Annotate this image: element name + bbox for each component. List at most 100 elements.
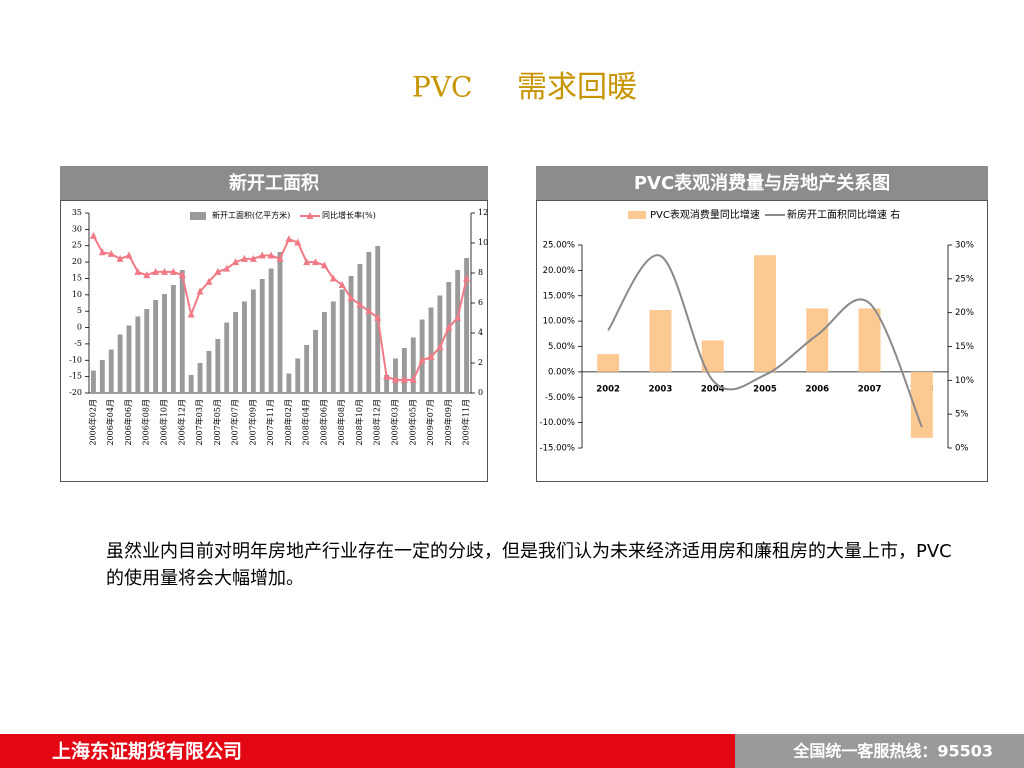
bar [401, 348, 407, 393]
x-tick-label: 2008年06月 [318, 399, 328, 446]
y-tick-label: 25 [72, 241, 82, 250]
legend-label: 新房开工面积同比增速 右 [787, 208, 900, 221]
y-tick-label: 35 [72, 208, 82, 217]
bar [455, 270, 461, 393]
bar [277, 252, 283, 393]
line-marker [347, 294, 355, 302]
bar [250, 289, 256, 393]
y-tick-label: -10.00% [540, 418, 575, 428]
x-tick-label: 2006年04月 [105, 399, 115, 446]
bar [649, 309, 672, 372]
title: 需求回暖 [517, 70, 637, 105]
y2-tick-label: 30% [955, 241, 974, 251]
bar [295, 358, 301, 393]
bar [330, 301, 336, 393]
y2-tick-label: 20% [955, 308, 974, 318]
line-marker [374, 313, 382, 321]
bar [858, 308, 881, 372]
x-tick-label: 2009年03月 [389, 399, 399, 446]
x-tick-label: 2009年09月 [443, 399, 453, 446]
chart-title: 新开工面积 [229, 172, 319, 194]
bar [206, 351, 212, 393]
line-marker [427, 353, 435, 360]
line-marker [178, 271, 186, 279]
x-tick-label: 2002 [596, 384, 620, 394]
y-tick-label: 20 [72, 257, 82, 266]
x-tick-label: 2008年10月 [354, 399, 364, 446]
bar [268, 268, 274, 393]
bar [806, 308, 829, 372]
bar [304, 345, 310, 393]
x-tick-label: 2007年07月 [230, 399, 240, 446]
line-marker [338, 281, 346, 288]
legend-label: 同比增长率(%) [322, 210, 376, 220]
bar [215, 339, 221, 393]
bar [366, 252, 372, 393]
y2-tick-label: 12 [478, 208, 488, 217]
line-marker [89, 231, 97, 239]
line-marker [391, 375, 399, 383]
bar [428, 307, 434, 393]
bar [910, 371, 933, 438]
line-marker [98, 248, 106, 256]
line-marker [205, 277, 213, 285]
bar [701, 340, 724, 372]
y2-tick-label: 4 [478, 328, 483, 337]
panel-header [536, 166, 988, 200]
y-tick-label: 5 [77, 306, 82, 315]
line-marker [436, 343, 444, 351]
bar [170, 285, 176, 393]
line-marker [294, 238, 302, 246]
bar [339, 289, 345, 393]
bar [99, 360, 105, 393]
line-marker [463, 274, 471, 282]
bar [90, 370, 96, 393]
y-tick-label: 0.00% [548, 367, 575, 377]
line-marker [320, 261, 328, 269]
line-marker [187, 310, 195, 318]
line-marker [312, 258, 320, 266]
y-tick-label: 25.00% [543, 241, 575, 251]
y-tick-label: 5.00% [548, 342, 575, 352]
bar [410, 337, 416, 393]
y2-tick-label: 6 [478, 298, 483, 307]
line-marker [143, 271, 151, 279]
line-marker [249, 254, 257, 262]
y2-tick-label: 5% [955, 410, 969, 420]
y-tick-label: -10 [69, 355, 82, 364]
line-marker [161, 267, 169, 275]
y2-tick-label: 0 [478, 388, 483, 397]
bar [224, 322, 230, 393]
panel-header [60, 166, 488, 200]
bar [597, 354, 620, 372]
x-tick-label: 2007年11月 [265, 399, 275, 446]
legend-swatch [628, 211, 646, 219]
x-tick-label: 2005 [753, 384, 777, 394]
line-marker [418, 356, 426, 364]
y2-tick-label: 10% [955, 376, 974, 386]
line-marker [152, 267, 160, 275]
bar [126, 325, 132, 393]
x-tick-label: 2008年08月 [336, 399, 346, 446]
bar [754, 255, 776, 372]
y2-tick-label: 10 [478, 238, 488, 247]
x-tick-label: 2007 [858, 384, 882, 394]
line-marker [365, 307, 373, 315]
bar [135, 316, 141, 393]
line-marker [356, 300, 364, 308]
bar [357, 264, 363, 393]
x-tick-label: 2006年02月 [87, 399, 97, 446]
bar [446, 282, 452, 393]
bar [108, 349, 114, 393]
line-marker [169, 267, 177, 275]
y2-tick-label: 0% [955, 444, 969, 454]
bar [242, 301, 247, 393]
y2-tick-label: 15% [955, 342, 974, 352]
x-tick-label: 2006 [805, 384, 829, 394]
line-marker [125, 251, 133, 259]
y2-tick-label: 8 [478, 268, 483, 277]
line-marker [258, 251, 266, 259]
line-marker [267, 251, 275, 259]
